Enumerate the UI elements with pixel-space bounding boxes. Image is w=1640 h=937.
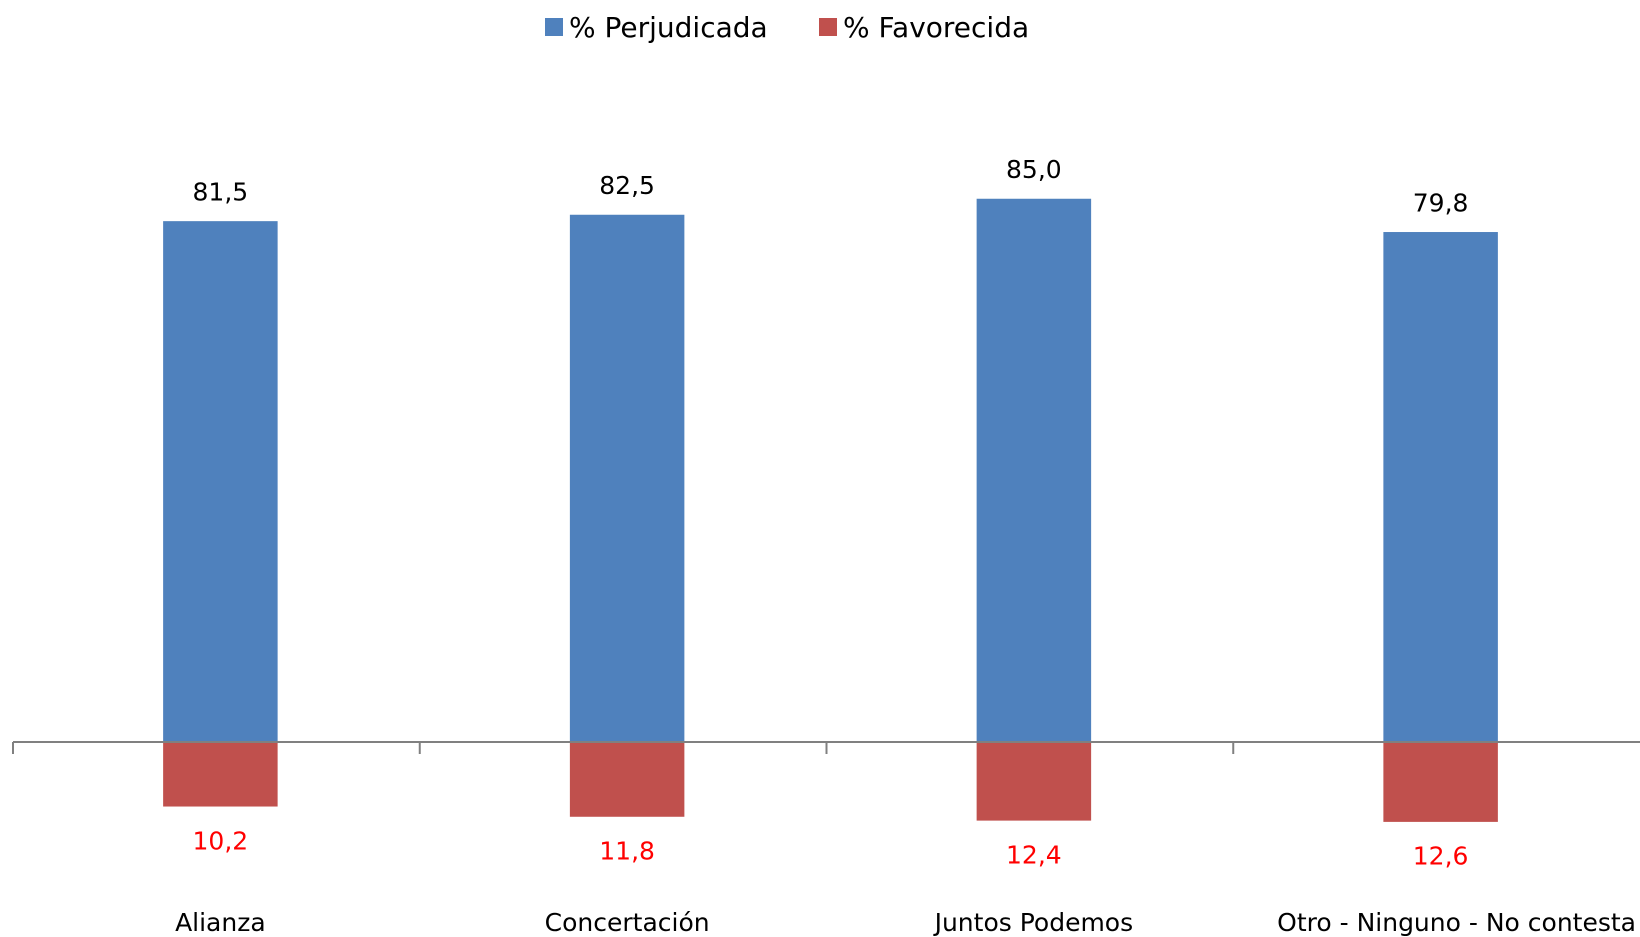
- bar-perjudicada-1: [568, 213, 686, 743]
- data-label-perjudicada-2: 85,0: [1006, 155, 1062, 184]
- legend-label-favorecida: % Favorecida: [843, 11, 1029, 44]
- category-label-3: Otro - Ninguno - No contesta: [1277, 908, 1636, 937]
- legend-swatch-favorecida: [819, 18, 837, 36]
- bar-favorecida-3: [1381, 741, 1500, 824]
- category-label-1: Concertación: [545, 908, 710, 937]
- data-label-favorecida-0: 10,2: [193, 826, 249, 855]
- x-axis: [12, 741, 1640, 754]
- category-label-2: Juntos Podemos: [933, 908, 1134, 937]
- bars-group: [161, 197, 1500, 824]
- legend-swatch-perjudicada: [545, 18, 563, 36]
- data-label-favorecida-1: 11,8: [599, 837, 655, 866]
- data-label-favorecida-3: 12,6: [1413, 842, 1469, 871]
- data-label-perjudicada-0: 81,5: [193, 177, 249, 206]
- legend-label-perjudicada: % Perjudicada: [569, 11, 768, 44]
- category-label-0: Alianza: [175, 908, 266, 937]
- data-label-favorecida-2: 12,4: [1006, 840, 1062, 869]
- bar-favorecida-2: [975, 741, 1093, 823]
- labels-group: 81,5 82,5 85,0 79,8 10,2 11,8 12,4 12,6 Alianza C…: [175, 155, 1636, 937]
- bar-favorecida-1: [568, 741, 686, 819]
- bar-perjudicada-0: [161, 219, 280, 743]
- bar-perjudicada-3: [1381, 230, 1500, 743]
- bar-favorecida-0: [161, 741, 280, 809]
- data-label-perjudicada-3: 79,8: [1413, 188, 1469, 217]
- legend: % Perjudicada % Favorecida: [545, 11, 1029, 44]
- bar-perjudicada-2: [975, 197, 1093, 743]
- data-label-perjudicada-1: 82,5: [599, 171, 655, 200]
